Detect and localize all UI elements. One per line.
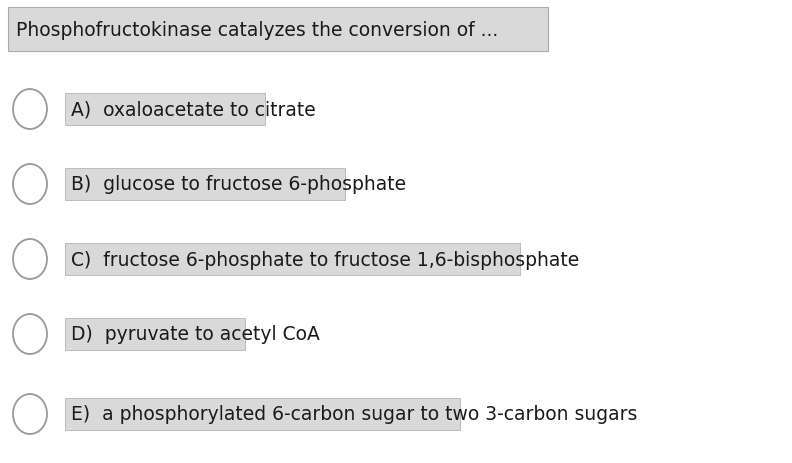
FancyBboxPatch shape <box>65 94 265 126</box>
FancyBboxPatch shape <box>65 169 345 200</box>
Ellipse shape <box>13 90 47 130</box>
Ellipse shape <box>13 165 47 205</box>
Text: Phosphofructokinase catalyzes the conversion of ...: Phosphofructokinase catalyzes the conver… <box>16 20 498 39</box>
FancyBboxPatch shape <box>65 244 520 275</box>
Text: E)  a phosphorylated 6-carbon sugar to two 3-carbon sugars: E) a phosphorylated 6-carbon sugar to tw… <box>71 405 638 424</box>
Text: A)  oxaloacetate to citrate: A) oxaloacetate to citrate <box>71 100 316 119</box>
Text: B)  glucose to fructose 6-phosphate: B) glucose to fructose 6-phosphate <box>71 175 406 194</box>
Ellipse shape <box>13 314 47 354</box>
FancyBboxPatch shape <box>65 398 460 430</box>
Ellipse shape <box>13 394 47 434</box>
FancyBboxPatch shape <box>8 8 548 52</box>
Text: D)  pyruvate to acetyl CoA: D) pyruvate to acetyl CoA <box>71 325 320 344</box>
Ellipse shape <box>13 239 47 279</box>
Text: C)  fructose 6-phosphate to fructose 1,6-bisphosphate: C) fructose 6-phosphate to fructose 1,6-… <box>71 250 579 269</box>
FancyBboxPatch shape <box>65 319 245 350</box>
